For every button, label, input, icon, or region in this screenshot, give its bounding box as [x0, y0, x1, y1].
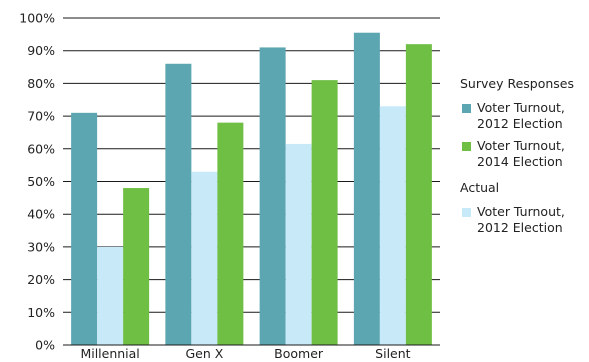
legend-group-survey: Survey Responses — [460, 76, 575, 91]
legend-label-actual-2012: Voter Turnout, 2012 Election — [477, 204, 565, 235]
y-tick-label: 40% — [27, 207, 55, 222]
bar-gen-x-0 — [165, 63, 192, 345]
y-tick-label: 80% — [27, 76, 55, 91]
y-tick-label: 0% — [35, 338, 55, 353]
bar-silent-2 — [405, 44, 432, 345]
bar-silent-0 — [353, 32, 380, 346]
bar-gen-x-1 — [191, 171, 218, 345]
bar-silent-1 — [379, 106, 406, 345]
y-tick-label: 60% — [27, 141, 55, 156]
y-tick-label: 50% — [27, 174, 55, 189]
bar-gen-x-2 — [217, 122, 244, 345]
legend-swatch-actual-2012 — [462, 208, 471, 217]
y-tick-label: 90% — [27, 43, 55, 58]
y-tick-label: 70% — [27, 109, 55, 124]
bar-millennial-1 — [97, 246, 124, 345]
legend-label-survey-2012: Voter Turnout, 2012 Election — [477, 100, 565, 131]
x-tick-label: Silent — [375, 346, 410, 361]
bar-millennial-2 — [123, 188, 150, 345]
bar-boomer-1 — [285, 143, 312, 345]
bar-millennial-0 — [71, 112, 98, 345]
legend-item-survey-2012: Voter Turnout, 2012 Election — [460, 100, 585, 132]
legend-item-survey-2014: Voter Turnout, 2014 Election — [460, 138, 585, 170]
x-tick-label: Millennial — [80, 346, 139, 361]
y-tick-label: 20% — [27, 272, 55, 287]
y-tick-label: 100% — [19, 11, 55, 26]
y-tick-label: 10% — [27, 305, 55, 320]
legend-swatch-survey-2012 — [462, 104, 471, 113]
chart-legend: Survey Responses Voter Turnout, 2012 Ele… — [460, 76, 585, 242]
y-tick-label: 30% — [27, 239, 55, 254]
x-tick-label: Gen X — [185, 346, 223, 361]
legend-label-survey-2014: Voter Turnout, 2014 Election — [477, 138, 565, 169]
legend-group-actual: Actual — [460, 180, 500, 195]
bar-chart: 0% 10% 20% 30% 40% 50% 60% 70% 80% 90% 100% Millenn… — [19, 11, 440, 361]
bar-boomer-2 — [311, 80, 338, 345]
legend-swatch-survey-2014 — [462, 142, 471, 151]
x-tick-label: Boomer — [274, 346, 324, 361]
bar-boomer-0 — [259, 47, 286, 346]
legend-item-actual-2012: Voter Turnout, 2012 Election — [460, 204, 585, 236]
